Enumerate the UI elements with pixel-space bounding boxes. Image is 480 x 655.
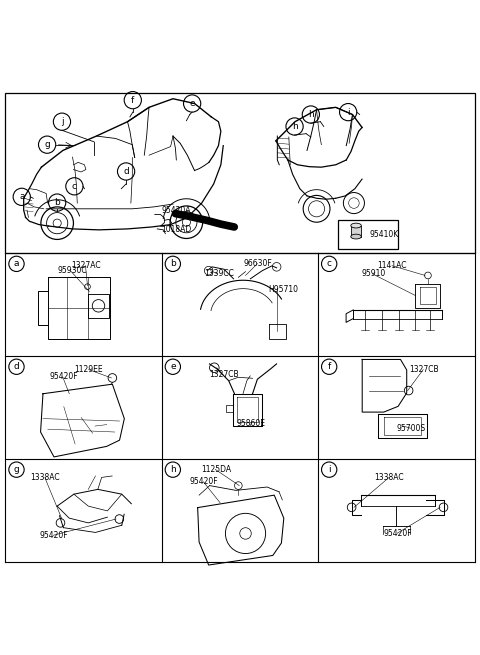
Text: 95420F: 95420F: [49, 372, 78, 381]
Text: 1125DA: 1125DA: [201, 465, 231, 474]
Text: 1338AC: 1338AC: [374, 473, 404, 482]
Ellipse shape: [351, 223, 361, 228]
Text: i: i: [347, 107, 349, 117]
Text: f: f: [327, 362, 331, 371]
Text: d: d: [13, 362, 19, 371]
Text: 1141AC: 1141AC: [378, 261, 407, 270]
Text: H95710: H95710: [268, 285, 298, 294]
Text: 1339CC: 1339CC: [204, 269, 234, 278]
Text: 95700S: 95700S: [396, 424, 425, 433]
Text: 95420F: 95420F: [384, 529, 412, 538]
Text: 1338AC: 1338AC: [31, 473, 60, 482]
Text: g: g: [44, 140, 50, 149]
Text: 95420F: 95420F: [40, 531, 69, 540]
Text: 1018AD: 1018AD: [161, 225, 191, 234]
Text: a: a: [14, 259, 19, 269]
Text: 95860E: 95860E: [237, 419, 266, 428]
Text: 95420A: 95420A: [162, 206, 192, 215]
Text: c: c: [72, 182, 77, 191]
Text: f: f: [131, 96, 134, 105]
Text: a: a: [19, 193, 24, 201]
Bar: [338, 220, 398, 248]
Text: e: e: [170, 362, 176, 371]
Text: d: d: [123, 167, 129, 176]
Text: h: h: [292, 122, 298, 131]
Text: 1129EE: 1129EE: [74, 365, 103, 374]
Text: i: i: [328, 465, 331, 474]
Text: b: b: [170, 259, 176, 269]
Bar: [5, 93, 475, 253]
Text: h: h: [308, 110, 314, 119]
Text: 95930C: 95930C: [57, 267, 87, 275]
Text: 95420F: 95420F: [190, 477, 218, 486]
Ellipse shape: [351, 234, 361, 239]
Text: e: e: [189, 99, 195, 108]
Text: 1327CB: 1327CB: [209, 370, 239, 379]
Bar: [351, 225, 361, 236]
Text: 96630F: 96630F: [243, 259, 272, 268]
Text: b: b: [54, 198, 60, 207]
Text: g: g: [13, 465, 19, 474]
Text: j: j: [60, 117, 63, 126]
Text: h: h: [170, 465, 176, 474]
Text: 95410K: 95410K: [369, 230, 398, 239]
Text: 95910: 95910: [362, 269, 386, 278]
Text: 1327CB: 1327CB: [409, 365, 438, 374]
Text: 1327AC: 1327AC: [71, 261, 101, 270]
Text: c: c: [327, 259, 332, 269]
